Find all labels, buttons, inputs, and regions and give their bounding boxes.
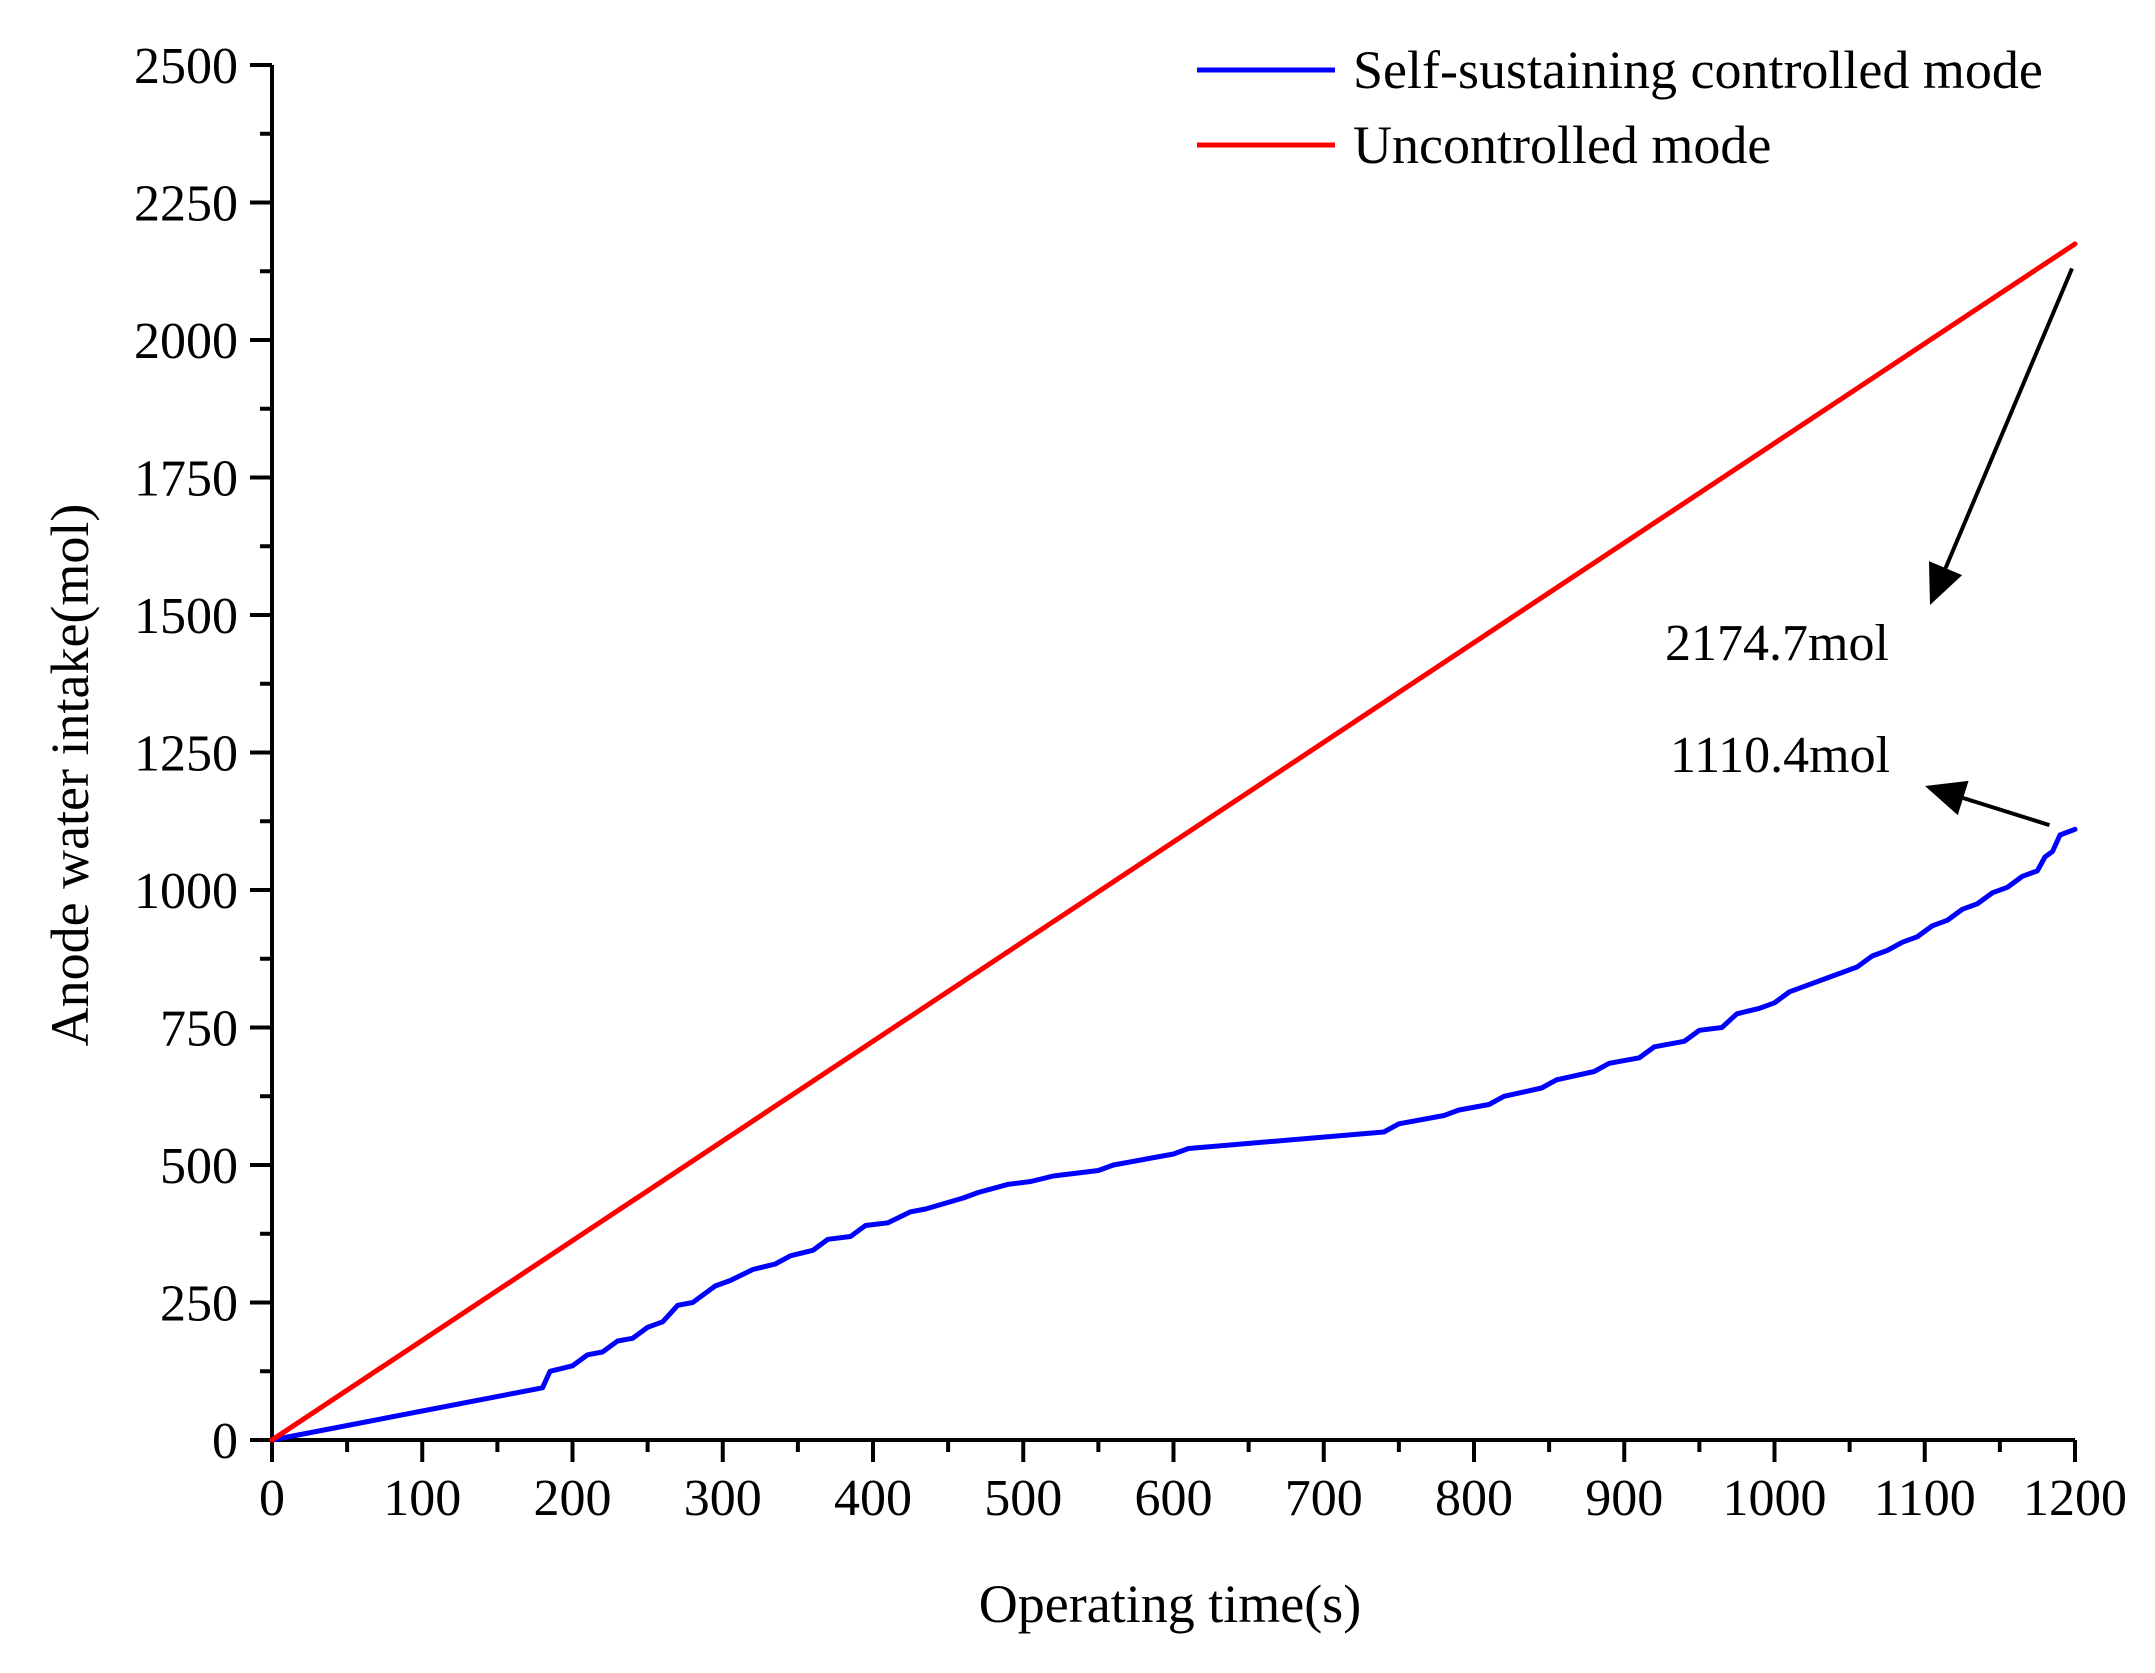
series-line-uncontrolled [269,241,2078,1443]
y-tick-label: 250 [160,1276,238,1333]
x-tick-label: 1100 [1874,1470,1976,1527]
x-tick-label: 600 [1135,1470,1213,1527]
y-tick-label: 500 [160,1138,238,1195]
axes: 0 100 200 300 400 500 600 700 800 900 1000 1100 1200… [134,38,2127,1527]
x-tick-label: 0 [259,1470,285,1527]
annotation-label-1110: 1110.4mol [1670,727,1890,784]
x-tick-label: 1000 [1723,1470,1827,1527]
x-tick-label: 500 [984,1470,1062,1527]
legend: Self-sustaining controlled mode Uncontrol… [1197,40,2043,175]
y-tick-label: 0 [212,1413,238,1470]
x-tick-label: 1200 [2023,1470,2127,1527]
annotation-arrow-1110-head [1925,780,1969,816]
series-line-self-sustaining [269,826,2078,1443]
x-tick-label: 400 [834,1470,912,1527]
y-tick-label: 1750 [134,451,238,508]
series-lines [269,241,2078,1443]
annotation-arrow-2174-shaft [1943,267,2074,569]
annotation-arrow-1110-shaft [1962,796,2051,828]
y-tick-label: 1000 [134,863,238,920]
y-tick-label: 750 [160,1001,238,1058]
legend-label: Self-sustaining controlled mode [1353,40,2043,100]
y-tick-label: 2000 [134,313,238,370]
legend-label: Uncontrolled mode [1353,115,1771,175]
y-tick-label: 1250 [134,726,238,783]
y-tick-label: 2250 [134,176,238,233]
x-tick-label: 900 [1585,1470,1663,1527]
annotations: 2174.7mol 1110.4mol [1665,267,2074,828]
x-axis-title: Operating time(s) [979,1574,1361,1634]
x-tick-label: 200 [534,1470,612,1527]
y-tick-label: 1500 [134,588,238,645]
x-tick-label: 700 [1285,1470,1363,1527]
x-tick-label: 100 [383,1470,461,1527]
y-axis-title: Anode water intake(mol) [40,504,100,1047]
x-tick-label: 300 [684,1470,762,1527]
annotation-arrow-2174-head [1928,561,1963,605]
y-tick-label: 2500 [134,38,238,95]
annotation-label-2174: 2174.7mol [1665,615,1889,672]
x-tick-label: 800 [1435,1470,1513,1527]
